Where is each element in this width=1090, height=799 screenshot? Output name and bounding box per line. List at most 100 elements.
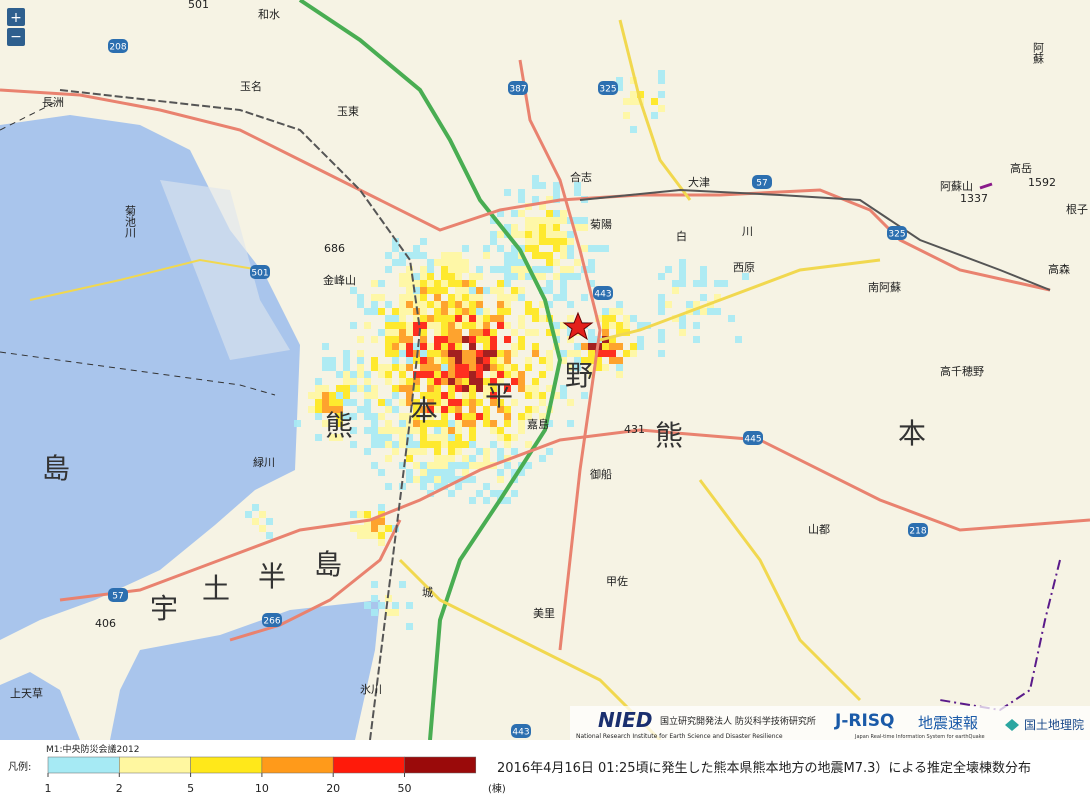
route-shield <box>887 226 907 240</box>
damage-cell <box>378 504 385 511</box>
damage-cell <box>427 441 434 448</box>
zoom-out-button[interactable] <box>7 28 25 46</box>
damage-cell <box>518 245 525 252</box>
damage-cell <box>588 259 595 266</box>
damage-cell <box>406 273 413 280</box>
route-shields: 208 387 325 57 325 501 443 445 218 57 266 443 <box>108 39 928 738</box>
damage-cell <box>420 371 427 378</box>
damage-cell <box>441 455 448 462</box>
damage-cell <box>371 364 378 371</box>
damage-cell <box>700 280 707 287</box>
place-label: 嘉島 <box>527 417 549 431</box>
zoom-control: + − <box>7 8 25 46</box>
damage-cell <box>497 448 504 455</box>
damage-cell <box>420 434 427 441</box>
damage-cell <box>406 294 413 301</box>
damage-cell <box>588 357 595 364</box>
damage-cell <box>357 294 364 301</box>
damage-cell <box>455 420 462 427</box>
damage-cell <box>420 329 427 336</box>
damage-cell <box>672 280 679 287</box>
damage-cell <box>511 266 518 273</box>
damage-cell <box>364 378 371 385</box>
damage-cell <box>406 301 413 308</box>
damage-cell <box>560 245 567 252</box>
damage-cell <box>658 273 665 280</box>
damage-cell <box>413 441 420 448</box>
damage-cell <box>434 434 441 441</box>
legend-unit: (棟) <box>488 782 506 795</box>
damage-cell <box>399 315 406 322</box>
place-label: 阿蘇山 <box>940 180 973 193</box>
damage-cell <box>490 350 497 357</box>
damage-cell <box>518 413 525 420</box>
place-label: 白 <box>676 229 687 243</box>
zoom-in[interactable]: + <box>10 10 22 26</box>
damage-cell <box>623 315 630 322</box>
damage-cell <box>385 364 392 371</box>
damage-cell <box>427 476 434 483</box>
damage-cell <box>651 98 658 105</box>
damage-cell <box>546 448 553 455</box>
damage-cell <box>406 469 413 476</box>
damage-cell <box>434 462 441 469</box>
damage-cell <box>630 343 637 350</box>
damage-cell <box>511 273 518 280</box>
damage-cell <box>679 329 686 336</box>
damage-cell <box>357 385 364 392</box>
damage-cell <box>504 441 511 448</box>
damage-cell <box>679 280 686 287</box>
damage-cell <box>518 371 525 378</box>
damage-cell <box>399 350 406 357</box>
damage-cell <box>385 525 392 532</box>
damage-cell <box>539 224 546 231</box>
damage-cell <box>525 385 532 392</box>
damage-cell <box>378 364 385 371</box>
damage-cell <box>518 420 525 427</box>
damage-cell <box>588 336 595 343</box>
zoom-in-button[interactable] <box>7 8 25 26</box>
damage-cell <box>364 392 371 399</box>
damage-cell <box>539 392 546 399</box>
damage-cell <box>539 217 546 224</box>
damage-cell <box>441 371 448 378</box>
damage-cell <box>462 350 469 357</box>
damage-cell <box>630 77 637 84</box>
damage-cell <box>448 385 455 392</box>
damage-cell <box>490 371 497 378</box>
damage-cell <box>532 231 539 238</box>
damage-cell <box>539 399 546 406</box>
damage-cell <box>525 308 532 315</box>
damage-cell <box>413 378 420 385</box>
damage-cell <box>560 294 567 301</box>
damage-cell <box>483 287 490 294</box>
damage-cell <box>497 476 504 483</box>
damage-cell <box>504 301 511 308</box>
damage-cell <box>616 371 623 378</box>
damage-cell <box>511 210 518 217</box>
damage-cell <box>420 315 427 322</box>
damage-cell <box>490 343 497 350</box>
damage-cell <box>630 315 637 322</box>
damage-cell <box>413 315 420 322</box>
damage-cell <box>525 413 532 420</box>
damage-cell <box>462 364 469 371</box>
damage-cell <box>357 301 364 308</box>
damage-cell <box>490 315 497 322</box>
damage-cell <box>252 504 259 511</box>
damage-cell <box>511 259 518 266</box>
damage-cell <box>462 245 469 252</box>
damage-cell <box>378 532 385 539</box>
damage-cell <box>448 294 455 301</box>
damage-cell <box>420 266 427 273</box>
damage-cell <box>462 287 469 294</box>
damage-cell <box>392 259 399 266</box>
damage-cell <box>392 427 399 434</box>
damage-cell <box>385 455 392 462</box>
damage-cell <box>322 385 329 392</box>
damage-cell <box>511 371 518 378</box>
region-label: 土 <box>202 572 230 605</box>
damage-cell <box>434 336 441 343</box>
zoom-out[interactable]: − <box>10 29 22 45</box>
route-shield <box>752 175 772 189</box>
